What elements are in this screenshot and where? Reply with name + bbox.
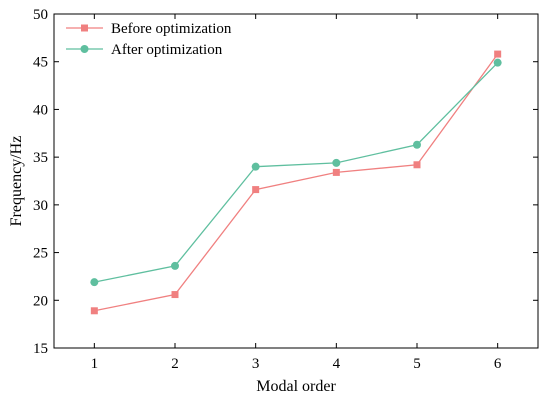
data-point-circle <box>413 140 421 149</box>
data-point-square <box>413 161 421 169</box>
series-line-2 <box>94 62 499 283</box>
data-point-square <box>252 186 260 194</box>
data-point-circle <box>171 261 179 270</box>
x-tick-label: 3 <box>252 356 260 372</box>
y-tick-label: 35 <box>33 150 48 166</box>
data-point-square <box>90 307 98 315</box>
data-point-square <box>171 291 179 299</box>
y-axis-title: Frequency/Hz <box>8 136 25 227</box>
data-point-circle <box>90 278 99 287</box>
x-tick-label: 5 <box>413 356 421 372</box>
x-tick-label: 4 <box>333 356 341 372</box>
y-tick-label: 50 <box>33 7 48 23</box>
x-tick-label: 6 <box>494 356 502 372</box>
data-point-circle <box>493 58 502 67</box>
legend-marker-square <box>81 24 88 32</box>
y-tick-label: 15 <box>33 341 48 357</box>
y-tick-label: 45 <box>33 55 48 71</box>
y-tick-label: 20 <box>33 293 48 309</box>
data-series <box>90 50 502 315</box>
legend: Before optimization After optimization <box>66 21 232 58</box>
legend-label: After optimization <box>111 42 223 58</box>
data-point-circle <box>251 162 260 171</box>
series-line-1 <box>94 53 499 312</box>
plot-frame <box>53 13 539 349</box>
x-axis-title: Modal order <box>256 378 336 395</box>
x-tick-label: 2 <box>171 356 179 372</box>
data-point-square <box>332 168 340 176</box>
data-point-circle <box>332 158 341 167</box>
legend-label: Before optimization <box>111 21 232 37</box>
y-tick-label: 30 <box>33 198 48 214</box>
data-point-square <box>494 50 502 58</box>
y-tick-label: 40 <box>33 102 48 118</box>
y-tick-label: 25 <box>33 246 48 262</box>
x-tick-label: 1 <box>91 356 99 372</box>
legend-marker-circle <box>80 45 89 53</box>
